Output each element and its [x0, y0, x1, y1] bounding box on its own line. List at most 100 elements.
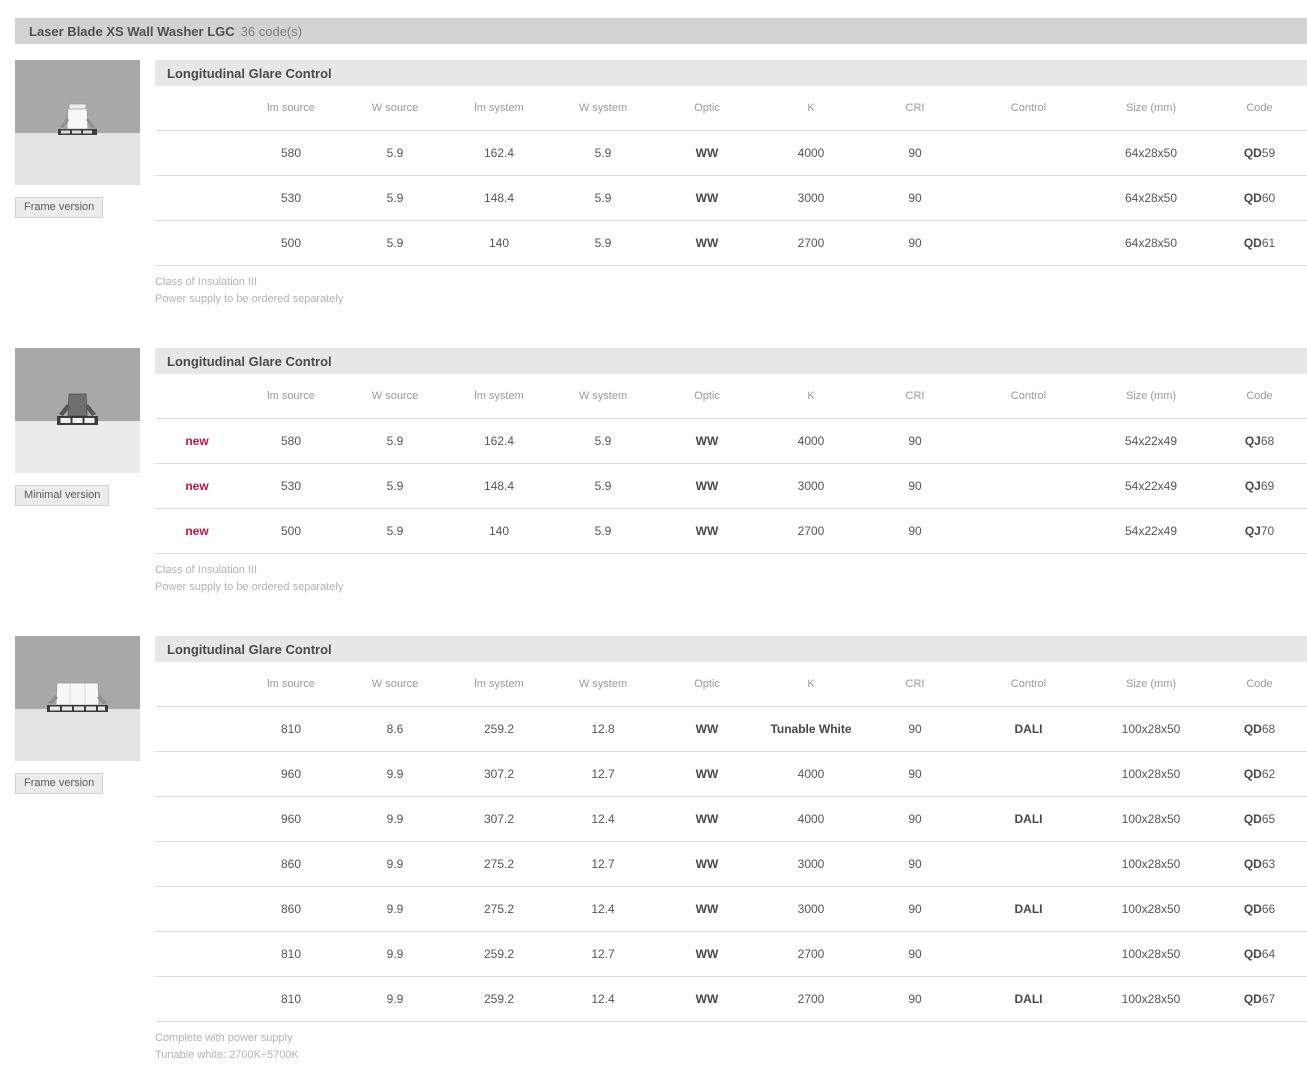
code-prefix: QD	[1243, 992, 1262, 1006]
product-code-link[interactable]: QD66	[1244, 902, 1275, 916]
cell-lm-system: 275.2	[483, 857, 515, 871]
cell-cri: 90	[908, 146, 922, 160]
cell-cri: 90	[908, 812, 922, 826]
cell-lm-system: 148.4	[483, 191, 515, 205]
column-header-control: Control	[1010, 390, 1047, 402]
cell-w-source: 9.9	[386, 857, 404, 871]
cell-w-source: 5.9	[386, 191, 404, 205]
cell-control: DALI	[1014, 722, 1043, 736]
section-right-column: Longitudinal Glare Control lm source W sou…	[155, 636, 1307, 1064]
note-line: Complete with power supply	[155, 1032, 293, 1044]
product-code-link[interactable]: QJ70	[1245, 524, 1274, 538]
product-code-link[interactable]: QD60	[1244, 191, 1275, 205]
cell-size: 54x22x49	[1124, 479, 1178, 493]
cell-cri: 90	[908, 947, 922, 961]
cell-code: QD65	[1212, 812, 1307, 826]
section-left-column: Frame version	[15, 60, 140, 308]
table-notes: Class of Insulation III Power supply to b…	[155, 274, 1307, 308]
cell-optic: WW	[695, 992, 719, 1006]
table-row: new 530 5.9 148.4 5.9 WW 3000 90 54x22x49 QJ69	[155, 464, 1307, 509]
code-number: 68	[1261, 722, 1276, 736]
code-number: 59	[1261, 146, 1276, 160]
product-code-link[interactable]: QD64	[1244, 947, 1275, 961]
cell-code: QD60	[1212, 191, 1307, 205]
product-code-link[interactable]: QD68	[1244, 722, 1275, 736]
section-header: Longitudinal Glare Control	[155, 60, 1307, 86]
spec-table: lm source W source lm system W system Optic K…	[155, 374, 1307, 554]
cell-cri: 90	[908, 992, 922, 1006]
code-prefix: QD	[1243, 902, 1262, 916]
table-row: new 580 5.9 162.4 5.9 WW 4000 90 54x22x49 QJ68	[155, 419, 1307, 464]
cell-w-source: 9.9	[386, 992, 404, 1006]
cell-optic: WW	[695, 947, 719, 961]
code-prefix: QD	[1243, 812, 1262, 826]
cell-lm-source: 580	[280, 434, 302, 448]
new-badge: new	[185, 434, 209, 448]
cell-w-system: 12.7	[591, 947, 615, 961]
cell-k: 2700	[797, 947, 825, 961]
cell-lm-source: 500	[280, 524, 302, 538]
column-header-w-system: W system	[578, 390, 628, 402]
cell-w-system: 12.4	[591, 902, 615, 916]
cell-lm-source: 810	[280, 947, 302, 961]
cell-code: QD59	[1212, 146, 1307, 160]
code-prefix: QD	[1243, 146, 1262, 160]
cell-code: QD62	[1212, 767, 1307, 781]
product-thumbnail[interactable]	[15, 348, 140, 473]
cell-size: 100x28x50	[1121, 992, 1181, 1006]
column-header-lm-source: lm source	[267, 678, 315, 690]
table-row: 810 9.9 259.2 12.4 WW 2700 90 DALI 100x28x50 QD67	[155, 977, 1307, 1022]
code-prefix: QJ	[1244, 434, 1261, 448]
code-number: 66	[1261, 902, 1276, 916]
cell-w-source: 9.9	[386, 767, 404, 781]
column-header-w-system: W system	[578, 102, 628, 114]
cell-lm-source: 860	[280, 857, 302, 871]
cell-code: QJ70	[1212, 524, 1307, 538]
product-code-link[interactable]: QD67	[1244, 992, 1275, 1006]
cell-w-source: 9.9	[386, 812, 404, 826]
code-number: 65	[1261, 812, 1276, 826]
recessed-minimal-luminaire-icon	[15, 348, 140, 473]
column-header-optic: Optic	[694, 102, 720, 114]
code-number: 62	[1261, 767, 1276, 781]
cell-lm-source: 810	[280, 992, 302, 1006]
cell-w-system: 12.7	[591, 767, 615, 781]
code-number: 67	[1261, 992, 1276, 1006]
product-code-link[interactable]: QD61	[1244, 236, 1275, 250]
cell-w-system: 5.9	[594, 479, 612, 493]
cell-code: QD66	[1212, 902, 1307, 916]
table-row: 580 5.9 162.4 5.9 WW 4000 90 64x28x50 QD59	[155, 131, 1307, 176]
column-header-lm-source: lm source	[267, 102, 315, 114]
cell-lm-system: 259.2	[483, 947, 515, 961]
product-thumbnail[interactable]	[15, 60, 140, 185]
cell-w-source: 9.9	[386, 947, 404, 961]
column-header-cri: CRI	[905, 390, 925, 402]
cell-lm-system: 162.4	[483, 146, 515, 160]
column-header-k: K	[807, 390, 815, 402]
cell-w-source: 9.9	[386, 902, 404, 916]
new-badge: new	[185, 524, 209, 538]
table-row: 860 9.9 275.2 12.7 WW 3000 90 100x28x50 QD63	[155, 842, 1307, 887]
section-header: Longitudinal Glare Control	[155, 636, 1307, 662]
column-header-optic: Optic	[694, 678, 720, 690]
cell-k: 3000	[797, 479, 825, 493]
column-header-w-system: W system	[578, 678, 628, 690]
product-code-link[interactable]: QD63	[1244, 857, 1275, 871]
product-thumbnail[interactable]	[15, 636, 140, 761]
cell-k: 4000	[797, 434, 825, 448]
cell-lm-system: 140	[488, 524, 510, 538]
code-prefix: QJ	[1244, 524, 1261, 538]
column-header-size-mm: Size (mm)	[1125, 102, 1177, 114]
product-code-link[interactable]: QJ69	[1245, 479, 1274, 493]
code-prefix: QD	[1243, 722, 1262, 736]
code-number: 63	[1261, 857, 1276, 871]
product-code-link[interactable]: QD65	[1244, 812, 1275, 826]
section-right-column: Longitudinal Glare Control lm source W sou…	[155, 60, 1307, 308]
cell-lm-source: 960	[280, 767, 302, 781]
product-code-link[interactable]: QD62	[1244, 767, 1275, 781]
column-header-size-mm: Size (mm)	[1125, 390, 1177, 402]
product-code-link[interactable]: QD59	[1244, 146, 1275, 160]
cell-k: 2700	[797, 992, 825, 1006]
product-code-link[interactable]: QJ68	[1245, 434, 1274, 448]
cell-lm-source: 960	[280, 812, 302, 826]
